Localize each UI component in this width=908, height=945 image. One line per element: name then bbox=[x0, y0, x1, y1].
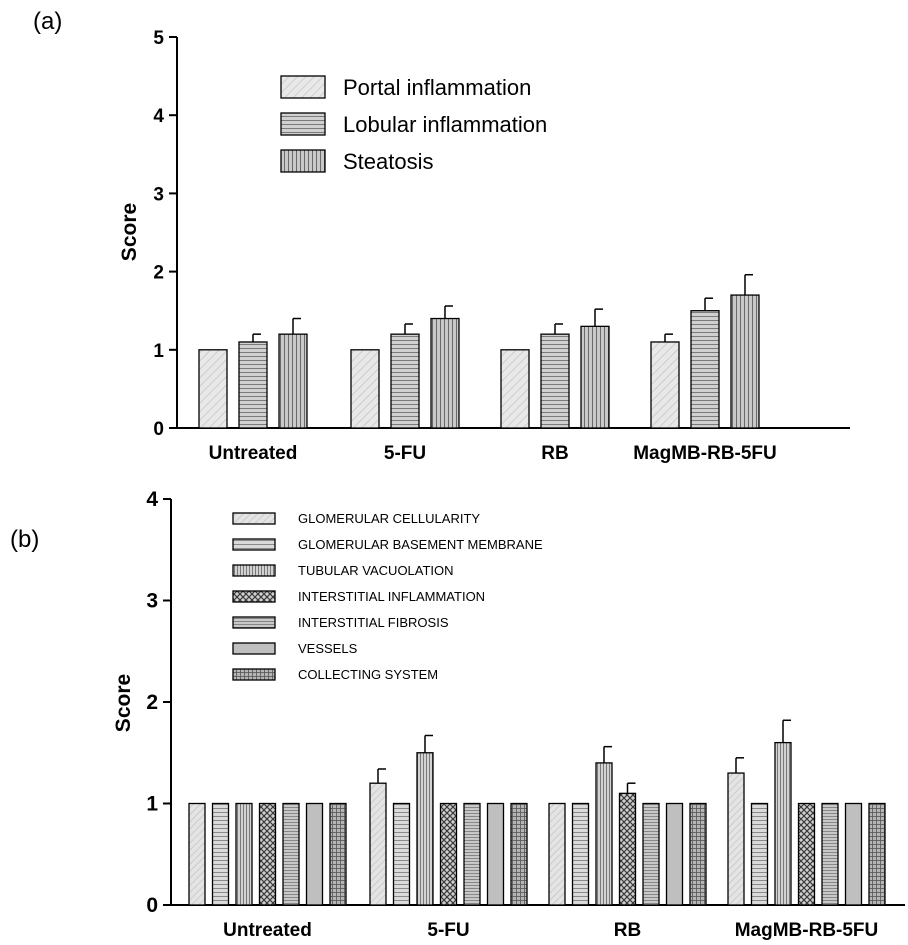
bar-rb-s6 bbox=[689, 802, 707, 906]
legend-swatch bbox=[232, 538, 276, 551]
legend-swatch bbox=[232, 642, 276, 655]
chart-a: 0 1 2 3 4 5 Score Untreated 5-FU RB MagMB-RB-5FU Po… bbox=[118, 28, 850, 464]
panel-a-label: (a) bbox=[33, 8, 63, 35]
legend-label: Steatosis bbox=[343, 149, 434, 174]
bar-rb-s3 bbox=[618, 792, 637, 906]
bar-rb-s1 bbox=[571, 802, 590, 906]
y-tick-label: 0 bbox=[153, 419, 164, 440]
legend-label: INTERSTITIAL INFLAMMATION bbox=[298, 589, 485, 604]
bar-rb-s4 bbox=[642, 802, 660, 906]
legend-swatch bbox=[280, 75, 326, 99]
legend-label: GLOMERULAR BASEMENT MEMBRANE bbox=[298, 537, 543, 552]
y-tick-label: 5 bbox=[153, 28, 164, 49]
bar-magmb-rb-5fu-s2 bbox=[730, 294, 760, 429]
x-tick-label: RB bbox=[541, 443, 568, 464]
bar-untreated-s1 bbox=[238, 341, 268, 429]
y-tick-label: 2 bbox=[146, 691, 158, 714]
y-tick-label: 4 bbox=[146, 488, 158, 511]
bar-5-fu-s5 bbox=[486, 802, 505, 906]
bar-5-fu-s2 bbox=[430, 317, 460, 429]
bar-rb-s5 bbox=[665, 802, 684, 906]
bar-5-fu-s0 bbox=[369, 782, 387, 906]
bar-5-fu-s2 bbox=[416, 752, 434, 906]
y-axis-title: Score bbox=[118, 203, 141, 261]
legend-swatch bbox=[280, 112, 326, 136]
bar-magmb-rb-5fu-s6 bbox=[868, 802, 886, 906]
bar-rb-s2 bbox=[580, 325, 610, 429]
legend-swatch bbox=[232, 616, 276, 629]
bar-untreated-s4 bbox=[282, 802, 300, 906]
x-tick-label: MagMB-RB-5FU bbox=[633, 443, 777, 464]
bar-magmb-rb-5fu-s0 bbox=[650, 341, 680, 429]
legend-label: Lobular inflammation bbox=[343, 112, 547, 137]
y-axis-title: Score bbox=[112, 674, 135, 732]
bar-5-fu-s1 bbox=[390, 333, 420, 429]
panel-b-label: (b) bbox=[10, 526, 40, 553]
bar-untreated-s5 bbox=[305, 802, 324, 906]
bar-magmb-rb-5fu-s3 bbox=[797, 802, 816, 906]
legend-swatch bbox=[232, 668, 276, 681]
y-tick-label: 3 bbox=[146, 590, 158, 613]
bar-5-fu-s3 bbox=[439, 802, 458, 906]
bar-5-fu-s0 bbox=[350, 349, 380, 429]
legend-label: INTERSTITIAL FIBROSIS bbox=[298, 615, 449, 630]
bar-rb-s1 bbox=[540, 333, 570, 429]
bar-magmb-rb-5fu-s0 bbox=[727, 772, 745, 906]
chart-b: 0 1 2 3 4 Score Untreated 5-FU RB MagMB-RB-5FU GLO… bbox=[112, 488, 905, 941]
bar-untreated-s6 bbox=[329, 802, 347, 906]
y-tick-label: 2 bbox=[153, 263, 164, 284]
legend-label: VESSELS bbox=[298, 641, 358, 656]
legend-swatch bbox=[232, 512, 276, 525]
x-tick-label: Untreated bbox=[223, 920, 312, 941]
bar-untreated-s0 bbox=[198, 349, 228, 429]
bar-magmb-rb-5fu-s1 bbox=[690, 310, 720, 429]
legend-swatch bbox=[280, 149, 326, 173]
bar-untreated-s0 bbox=[188, 802, 206, 906]
legend-label: TUBULAR VACUOLATION bbox=[298, 563, 454, 578]
bar-untreated-s1 bbox=[211, 802, 230, 906]
x-tick-label: Untreated bbox=[209, 443, 298, 464]
legend-label: GLOMERULAR CELLULARITY bbox=[298, 511, 480, 526]
bar-rb-s0 bbox=[500, 349, 530, 429]
legend-label: COLLECTING SYSTEM bbox=[298, 667, 438, 682]
bar-magmb-rb-5fu-s5 bbox=[844, 802, 863, 906]
legend-swatch bbox=[232, 590, 276, 603]
legend-swatch bbox=[232, 564, 276, 577]
bar-magmb-rb-5fu-s4 bbox=[821, 802, 839, 906]
x-tick-label: MagMB-RB-5FU bbox=[735, 920, 879, 941]
x-tick-label: RB bbox=[614, 920, 641, 941]
bar-untreated-s2 bbox=[278, 333, 308, 429]
bar-rb-s2 bbox=[595, 762, 613, 906]
x-tick-label: 5-FU bbox=[427, 920, 469, 941]
bar-untreated-s3 bbox=[258, 802, 277, 906]
y-tick-label: 0 bbox=[146, 894, 158, 917]
x-tick-label: 5-FU bbox=[384, 443, 426, 464]
bar-5-fu-s6 bbox=[510, 802, 528, 906]
bar-5-fu-s4 bbox=[463, 802, 481, 906]
y-tick-label: 4 bbox=[153, 106, 164, 127]
bar-untreated-s2 bbox=[235, 802, 253, 906]
bar-magmb-rb-5fu-s1 bbox=[750, 802, 769, 906]
bar-magmb-rb-5fu-s2 bbox=[774, 741, 792, 906]
y-tick-label: 3 bbox=[153, 184, 164, 205]
bar-rb-s0 bbox=[548, 802, 566, 906]
bar-5-fu-s1 bbox=[392, 802, 411, 906]
y-tick-label: 1 bbox=[153, 341, 164, 362]
legend-label: Portal inflammation bbox=[343, 75, 531, 100]
y-tick-label: 1 bbox=[146, 793, 158, 816]
